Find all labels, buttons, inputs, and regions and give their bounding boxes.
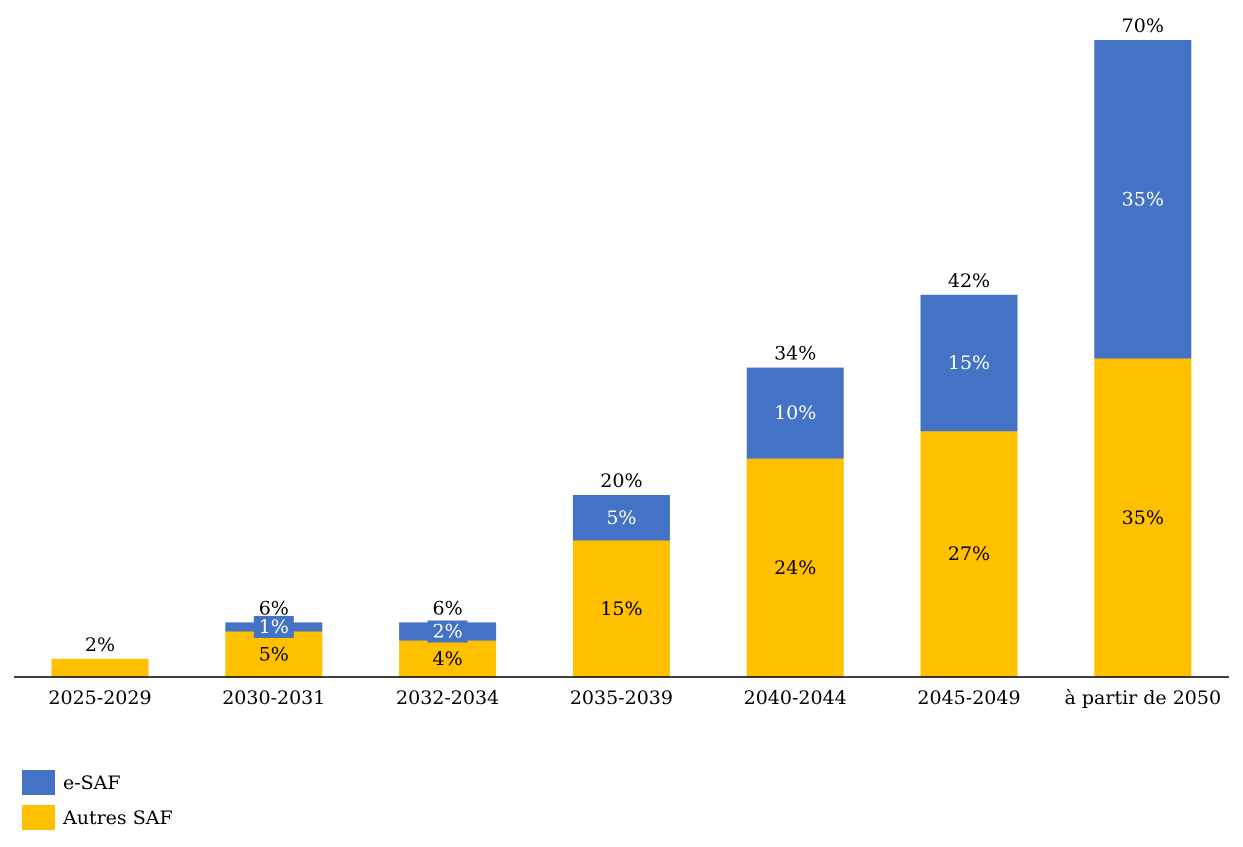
- bar-segment-e-saf: [572, 495, 670, 541]
- legend-item-autres-saf: Autres SAF: [22, 805, 173, 830]
- bar-segment-autres-saf: [746, 458, 844, 677]
- stacked-bar-chart: 2% 5%1%6%4%2%6% 15%5%20%24%10%34%27%15%42%…: [14, 15, 1229, 709]
- total-label: 20%: [600, 470, 642, 492]
- total-label: 6%: [433, 597, 463, 619]
- data-label-box: [427, 620, 468, 643]
- legend-swatch-e-saf: [22, 770, 55, 795]
- total-label: 2%: [85, 634, 115, 656]
- bar-segment-autres-saf: [51, 658, 149, 677]
- bar-segment-autres-saf: [572, 540, 670, 677]
- data-label-autres-saf: 27%: [948, 543, 990, 565]
- data-label-e-saf: 10%: [774, 402, 816, 424]
- data-label-box: [253, 615, 294, 638]
- data-label-e-saf: 2%: [433, 621, 463, 643]
- data-label-autres-saf: 35%: [1122, 507, 1164, 529]
- legend-label-autres-saf: Autres SAF: [63, 806, 173, 829]
- total-label: 70%: [1122, 15, 1164, 37]
- data-label-e-saf: 1%: [259, 616, 289, 638]
- data-label-autres-saf: 4%: [433, 648, 463, 670]
- bar-segment-e-saf: [1094, 40, 1192, 359]
- data-label-e-saf: 15%: [948, 352, 990, 374]
- legend-swatch-autres-saf: [22, 805, 55, 830]
- bars-group: 2% 5%1%6%4%2%6% 15%5%20%24%10%34%27%15%42%…: [51, 15, 1192, 677]
- bar-segment-autres-saf: [225, 631, 323, 677]
- x-tick-label: à partir de 2050: [1065, 687, 1222, 709]
- x-tick-labels: 2025-2029 2030-2031 2032-2034 2035-2039 2040…: [48, 687, 1221, 709]
- bar-segment-e-saf: [746, 367, 844, 459]
- x-tick-label: 2040-2044: [744, 687, 847, 709]
- bar-segment-autres-saf: [920, 431, 1018, 677]
- x-tick-label: 2032-2034: [396, 687, 499, 709]
- data-label-e-saf: 35%: [1122, 188, 1164, 210]
- legend: e-SAF Autres SAF: [22, 770, 173, 840]
- data-label-e-saf: 5%: [606, 507, 636, 529]
- x-tick-label: 2045-2049: [917, 687, 1020, 709]
- legend-item-e-saf: e-SAF: [22, 770, 173, 795]
- x-tick-label: 2025-2029: [48, 687, 151, 709]
- total-label: 42%: [948, 270, 990, 292]
- x-tick-label: 2030-2031: [222, 687, 325, 709]
- bar-segment-e-saf: [920, 294, 1018, 432]
- data-label-autres-saf: 24%: [774, 557, 816, 579]
- bar-segment-autres-saf: [399, 640, 497, 677]
- total-label: 6%: [259, 597, 289, 619]
- total-label: 34%: [774, 343, 816, 365]
- data-label-autres-saf: 5%: [259, 643, 289, 665]
- bar-segment-autres-saf: [1094, 358, 1192, 677]
- data-label-autres-saf: 15%: [600, 598, 642, 620]
- legend-label-e-saf: e-SAF: [63, 771, 121, 794]
- x-tick-label: 2035-2039: [570, 687, 673, 709]
